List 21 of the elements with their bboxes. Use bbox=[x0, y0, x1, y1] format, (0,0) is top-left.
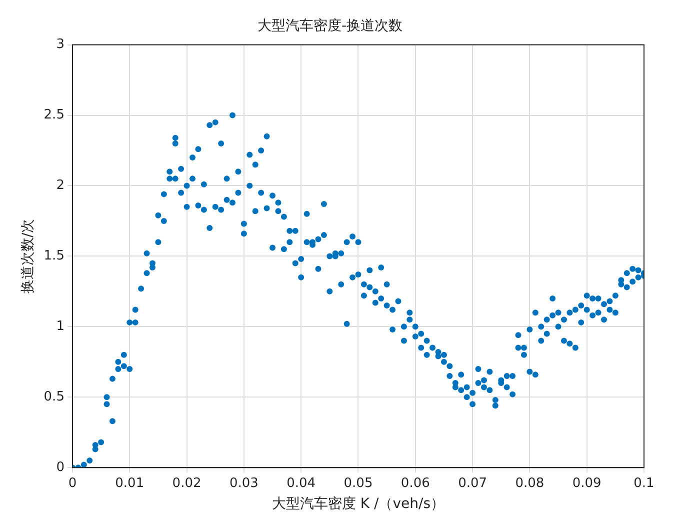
x-axis-title: 大型汽车密度 K /（veh/s） bbox=[272, 496, 445, 512]
y-tick-label: 1.5 bbox=[44, 248, 64, 264]
y-tick-label: 2 bbox=[56, 178, 64, 194]
y-tick-label: 1 bbox=[56, 319, 64, 334]
y-tick-label: 0 bbox=[56, 460, 64, 475]
x-tick-label: 0.04 bbox=[286, 476, 316, 491]
y-tick-label: 0.5 bbox=[44, 390, 64, 405]
x-tick-label: 0.05 bbox=[344, 476, 373, 491]
x-tick-label: 0.1 bbox=[634, 476, 654, 491]
x-tick-label: 0.07 bbox=[458, 476, 488, 491]
y-axis-title: 换道次数/次 bbox=[20, 218, 36, 294]
chart-title: 大型汽车密度-换道次数 bbox=[257, 18, 403, 34]
x-tick-label: 0.01 bbox=[115, 476, 144, 491]
x-tick-label: 0.06 bbox=[400, 476, 430, 491]
x-tick-label: 0.09 bbox=[572, 476, 602, 491]
y-tick-label: 3 bbox=[56, 37, 64, 52]
x-tick-label: 0.03 bbox=[229, 476, 258, 491]
y-tick-label: 2.5 bbox=[44, 108, 64, 123]
x-tick-label: 0.02 bbox=[172, 476, 202, 491]
x-tick-label: 0.08 bbox=[515, 476, 544, 491]
x-tick-label: 0 bbox=[68, 476, 77, 491]
